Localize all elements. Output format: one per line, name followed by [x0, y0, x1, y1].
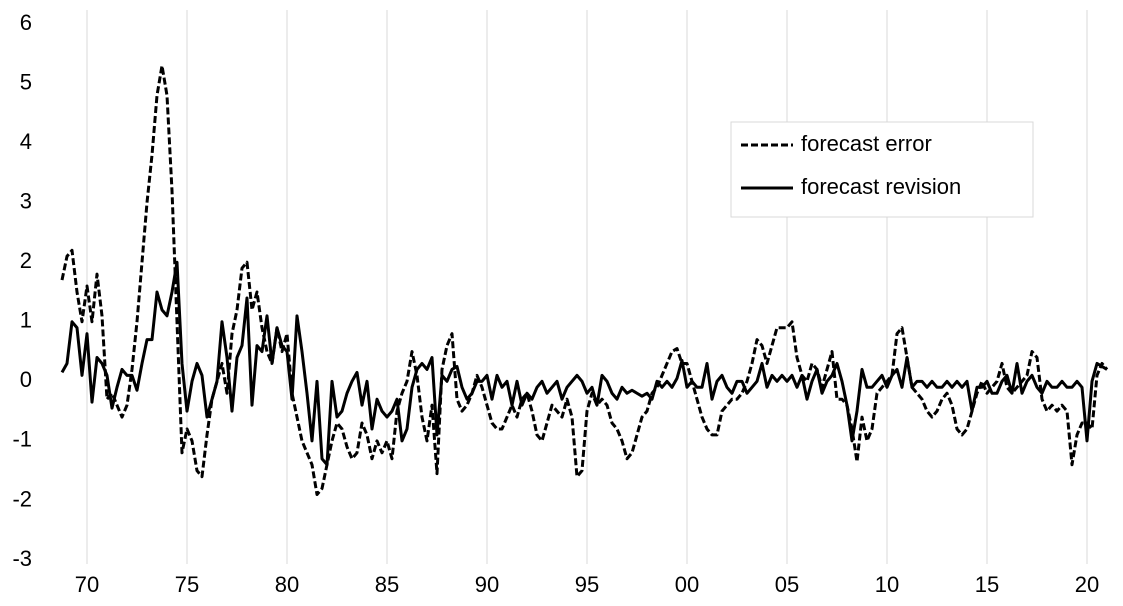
- x-tick-label: 00: [675, 572, 699, 597]
- legend-label: forecast error: [801, 131, 932, 156]
- y-tick-label: -3: [12, 546, 32, 571]
- x-tick-label: 90: [475, 572, 499, 597]
- legend-box: [730, 121, 1034, 218]
- y-tick-label: -1: [12, 427, 32, 452]
- x-tick-label: 70: [75, 572, 99, 597]
- legend: forecast error forecast revision: [730, 121, 1034, 218]
- x-tick-label: 10: [875, 572, 899, 597]
- y-tick-label: 2: [20, 248, 32, 273]
- series-line: [60, 64, 1109, 496]
- legend-label: forecast revision: [801, 174, 961, 199]
- x-tick-label: 05: [775, 572, 799, 597]
- x-tick-label: 95: [575, 572, 599, 597]
- y-tick-label: 5: [20, 69, 32, 94]
- x-tick-label: 15: [975, 572, 999, 597]
- x-tick-label: 20: [1075, 572, 1099, 597]
- y-tick-label: 3: [20, 188, 32, 213]
- y-tick-label: 1: [20, 308, 32, 333]
- x-tick-label: 75: [175, 572, 199, 597]
- series-line: [60, 260, 1108, 467]
- y-tick-label: 4: [20, 129, 32, 154]
- y-tick-label: 6: [20, 10, 32, 35]
- x-tick-label: 85: [375, 572, 399, 597]
- y-tick-label: 0: [20, 367, 32, 392]
- x-tick-label: 80: [275, 572, 299, 597]
- y-tick-label: -2: [12, 486, 32, 511]
